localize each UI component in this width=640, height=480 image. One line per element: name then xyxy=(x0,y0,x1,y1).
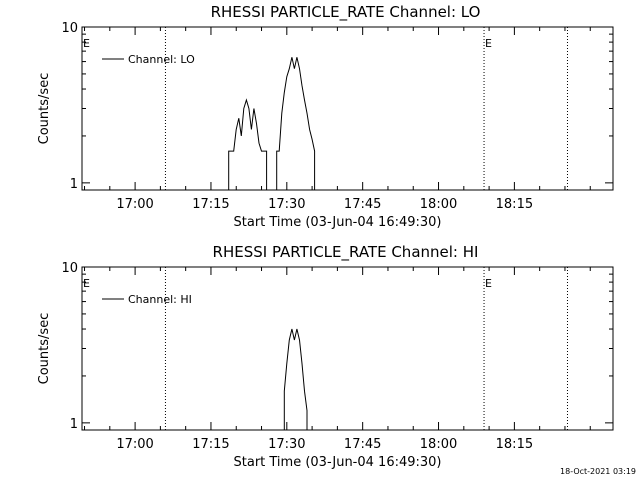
y-tick-label: 10 xyxy=(61,261,78,276)
x-tick-label: 17:45 xyxy=(344,197,381,212)
y-tick-label: 1 xyxy=(70,417,78,432)
x-tick-label: 18:00 xyxy=(420,437,457,452)
y-tick-label: 10 xyxy=(61,21,78,36)
x-tick-label: 17:15 xyxy=(192,197,229,212)
x-tick-label: 18:15 xyxy=(496,437,533,452)
legend-label: Channel: HI xyxy=(128,293,192,306)
chart-title: RHESSI PARTICLE_RATE Channel: HI xyxy=(213,243,479,262)
interval-marker-label: E xyxy=(83,37,90,50)
chart-panel-1: RHESSI PARTICLE_RATE Channel: HI 1 10 17:00… xyxy=(37,243,614,470)
footer-timestamp: 18-Oct-2021 03:19 xyxy=(560,467,636,476)
plot-frame xyxy=(81,26,614,191)
y-axis-label: Counts/sec xyxy=(37,73,52,145)
y-tick-label: 1 xyxy=(70,177,78,192)
x-tick-label: 17:45 xyxy=(344,437,381,452)
interval-marker-label: E xyxy=(485,37,492,50)
x-tick-label: 17:30 xyxy=(268,197,305,212)
x-tick-label: 18:15 xyxy=(496,197,533,212)
interval-marker-label: E xyxy=(485,277,492,290)
chart-title: RHESSI PARTICLE_RATE Channel: LO xyxy=(211,3,481,22)
x-axis-label: Start Time (03-Jun-04 16:49:30) xyxy=(234,455,442,470)
interval-marker-label: E xyxy=(83,277,90,290)
series-line xyxy=(228,57,316,191)
x-tick-label: 17:30 xyxy=(268,437,305,452)
x-tick-label: 17:00 xyxy=(116,437,153,452)
series-line xyxy=(283,328,308,430)
chart-panel-0: RHESSI PARTICLE_RATE Channel: LO 1 10 17:00… xyxy=(37,3,614,230)
legend-label: Channel: LO xyxy=(128,53,195,66)
y-axis-label: Counts/sec xyxy=(37,313,52,385)
x-tick-label: 18:00 xyxy=(420,197,457,212)
x-tick-label: 17:15 xyxy=(192,437,229,452)
x-axis-label: Start Time (03-Jun-04 16:49:30) xyxy=(234,215,442,230)
plot-frame xyxy=(81,266,614,431)
x-tick-label: 17:00 xyxy=(116,197,153,212)
